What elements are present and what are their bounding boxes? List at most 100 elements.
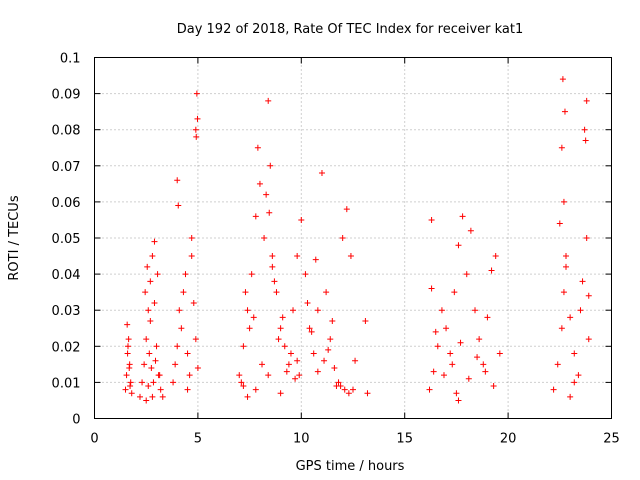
data-point [554, 361, 561, 368]
data-point [192, 126, 199, 133]
data-point [364, 390, 371, 397]
data-point [152, 357, 159, 364]
x-axis-label: GPS time / hours [296, 459, 405, 474]
grid-lines [94, 57, 612, 419]
data-point [149, 253, 156, 260]
data-point [125, 336, 132, 343]
data-point [482, 368, 489, 375]
data-point [298, 216, 305, 223]
data-point [440, 372, 447, 379]
data-point [194, 115, 201, 122]
data-point [321, 357, 328, 364]
data-point [150, 379, 157, 386]
data-point [347, 253, 354, 260]
data-point [287, 350, 294, 357]
data-point [127, 383, 134, 390]
data-point [153, 343, 160, 350]
data-point [275, 336, 282, 343]
chart-title: Day 192 of 2018, Rate Of TEC Index for r… [177, 22, 524, 37]
data-point [577, 307, 584, 314]
data-point [333, 383, 340, 390]
data-point [157, 386, 164, 393]
data-point [490, 383, 497, 390]
data-point [124, 321, 131, 328]
data-point [147, 318, 154, 325]
y-axis-label: ROTI / TECUs [7, 195, 22, 280]
data-point [180, 289, 187, 296]
data-point [246, 325, 253, 332]
data-point [190, 299, 197, 306]
data-point [252, 386, 259, 393]
data-point [244, 307, 251, 314]
data-point [323, 289, 330, 296]
data-point [581, 126, 588, 133]
x-tick-label: 10 [293, 432, 310, 447]
data-point [126, 364, 133, 371]
data-point [563, 263, 570, 270]
data-point [550, 386, 557, 393]
data-point [567, 393, 574, 400]
data-point [159, 393, 166, 400]
data-point [467, 227, 474, 234]
data-point [143, 397, 150, 404]
data-point [583, 235, 590, 241]
data-point [484, 314, 491, 321]
data-point [455, 242, 462, 249]
data-point [265, 372, 272, 379]
data-point [472, 307, 479, 314]
y-tick-label: 0 [72, 413, 80, 428]
data-point [561, 108, 568, 115]
data-point [430, 368, 437, 375]
data-point [122, 386, 129, 393]
data-point [147, 278, 154, 285]
y-tick-label: 0.09 [52, 88, 81, 103]
data-point [465, 375, 472, 382]
data-point [426, 386, 433, 393]
data-point [329, 318, 336, 325]
data-point [428, 285, 435, 292]
data-point [149, 393, 156, 400]
data-point [294, 357, 301, 364]
x-tick-label: 25 [603, 432, 620, 447]
data-point [449, 361, 456, 368]
y-tick-label: 0.01 [52, 376, 81, 391]
data-point [558, 325, 565, 332]
data-point [463, 271, 470, 278]
data-point [174, 343, 181, 350]
data-point [170, 379, 177, 386]
data-point [151, 238, 158, 245]
y-tick-label: 0.03 [52, 304, 81, 319]
data-point [175, 202, 182, 209]
y-tick-label: 0.06 [52, 196, 81, 211]
data-point [571, 379, 578, 386]
data-point [123, 372, 130, 379]
data-point [560, 289, 567, 296]
data-point [244, 393, 251, 400]
data-point [188, 253, 195, 260]
data-point [296, 372, 303, 379]
data-point [242, 289, 249, 296]
y-tick-label: 0.04 [52, 268, 81, 283]
data-point [585, 336, 592, 343]
y-tick-label: 0.02 [52, 340, 81, 355]
data-point [238, 379, 245, 386]
data-point [192, 336, 199, 343]
y-tick-label: 0.07 [52, 160, 81, 175]
data-point [283, 368, 290, 375]
data-point [136, 393, 143, 400]
data-point [310, 350, 317, 357]
data-point [141, 361, 148, 368]
data-point [145, 307, 152, 314]
data-point [261, 235, 268, 241]
data-point [178, 325, 185, 332]
data-point [571, 350, 578, 357]
y-tick-label: 0.1 [60, 52, 81, 67]
data-point [457, 339, 464, 346]
y-tick-labels: 0 0.01 0.02 0.03 0.04 0.05 0.06 0.07 0.08 0.09 0.1 [52, 52, 81, 428]
y-tick-label: 0.05 [52, 232, 81, 247]
data-point [279, 314, 286, 321]
data-point [143, 336, 150, 343]
data-point [314, 307, 321, 314]
data-point [156, 372, 163, 379]
